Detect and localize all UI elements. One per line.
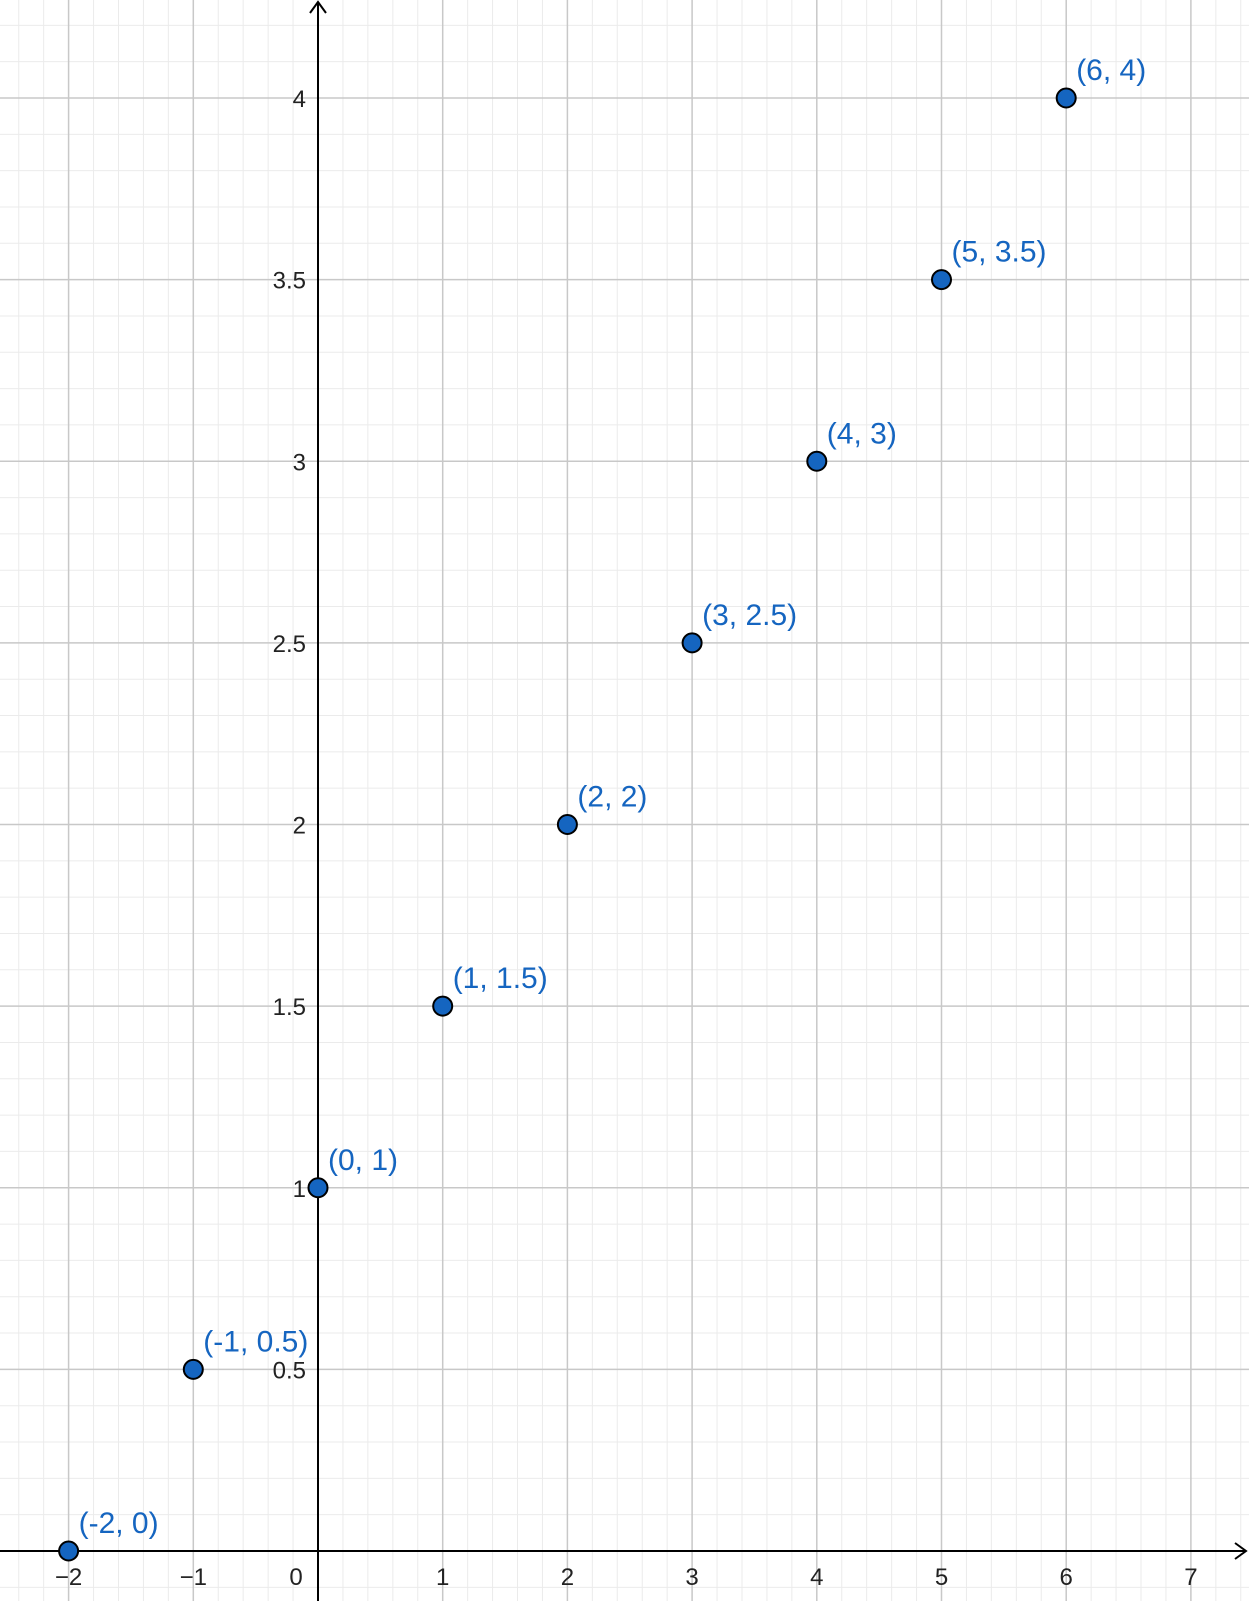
data-point	[931, 269, 952, 291]
y-tick-label: 3.5	[273, 268, 306, 295]
data-point	[806, 450, 828, 472]
data-point-label: (5, 3.5)	[952, 236, 1047, 269]
point-labels: (-2, 0) (-1, 0.5) (0, 1) (1, 1.5) (2, 2) (3, …	[79, 54, 1147, 1540]
data-point-label: (2, 2)	[577, 781, 647, 814]
tick-labels: −2 −1 1 2 3 4 5 6 7 0 0.5 1 1.5 2 2.5 3 3.5 4	[55, 86, 1198, 1591]
data-point	[432, 995, 454, 1017]
data-point	[307, 1177, 329, 1199]
y-tick-label: 1.5	[273, 994, 306, 1021]
data-point-label: (4, 3)	[827, 417, 897, 450]
x-tick-label: −1	[180, 1564, 207, 1591]
data-points	[58, 87, 1077, 1562]
data-point-label: (1, 1.5)	[453, 962, 548, 995]
y-tick-label: 2	[293, 813, 306, 840]
y-tick-label: 2.5	[273, 631, 306, 658]
y-tick-label: 0.5	[273, 1357, 306, 1384]
x-axis-arrow	[1234, 1542, 1248, 1560]
data-point-label: (3, 2.5)	[702, 599, 797, 632]
x-tick-label: 1	[436, 1564, 449, 1591]
data-point	[556, 814, 578, 835]
y-tick-label: 1	[293, 1176, 306, 1203]
data-point	[182, 1358, 204, 1380]
y-axis-arrow	[309, 0, 327, 14]
x-tick-label: 4	[810, 1564, 823, 1591]
x-tick-label: 3	[685, 1564, 698, 1591]
data-point	[681, 632, 703, 654]
data-point	[1055, 87, 1077, 109]
x-tick-label: 6	[1060, 1564, 1073, 1591]
y-tick-label: 4	[293, 86, 306, 113]
x-tick-label: −2	[55, 1564, 82, 1591]
x-tick-label: 7	[1184, 1564, 1197, 1591]
data-point-label: (6, 4)	[1076, 54, 1146, 87]
data-point-label: (-1, 0.5)	[203, 1325, 308, 1358]
data-point-label: (-2, 0)	[79, 1507, 159, 1540]
x-tick-label: 2	[561, 1564, 574, 1591]
data-point	[58, 1540, 80, 1562]
x-tick-label: 5	[935, 1564, 948, 1591]
origin-label: 0	[289, 1564, 302, 1591]
y-tick-label: 3	[293, 449, 306, 476]
data-point-label: (0, 1)	[328, 1144, 398, 1177]
